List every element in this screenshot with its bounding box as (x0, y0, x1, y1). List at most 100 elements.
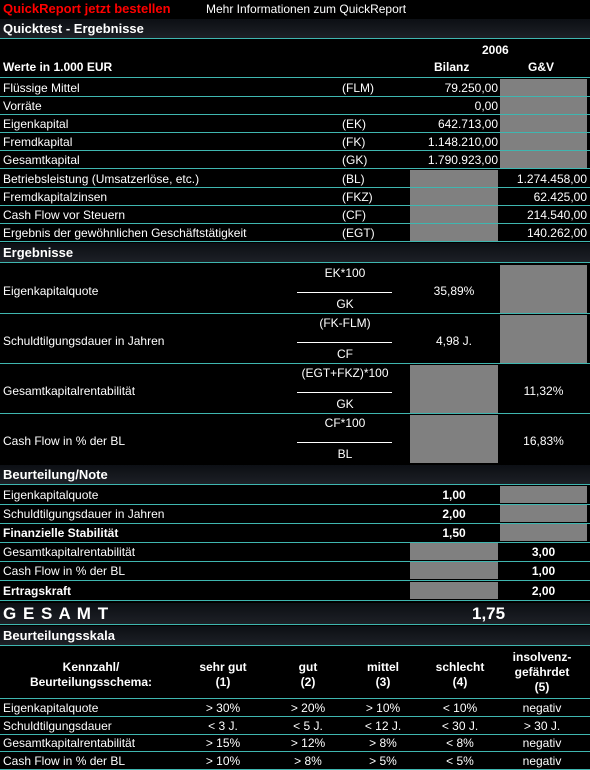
divider (0, 413, 590, 414)
divider (0, 733, 590, 735)
skala-head-label-2: Beurteilungsschema: (29, 675, 153, 689)
empty-cell (500, 79, 587, 96)
qt-guv-value: 140.262,00 (526, 226, 587, 240)
qt-abbr: (EGT) (342, 226, 375, 240)
empty-cell (410, 543, 498, 560)
qt-abbr: (BL) (342, 172, 365, 186)
ratio-label: Cash Flow in % der BL (3, 434, 126, 448)
skala-col-head: (2) (300, 675, 316, 689)
skala-col-head: (4) (452, 675, 468, 689)
ertragskraft-label: Ertragskraft (3, 584, 72, 598)
divider (0, 751, 590, 752)
order-quickreport-link[interactable]: QuickReport jetzt bestellen (3, 1, 171, 16)
qt-label: Vorräte (3, 99, 42, 113)
divider (0, 484, 590, 485)
note-cf-value: 1,00 (531, 564, 556, 578)
ratio-label: Schuldtilgungsdauer in Jahren (3, 334, 165, 348)
formula-fraction-bar (297, 392, 392, 393)
qt-bilanz-value: 1.790.923,00 (427, 153, 498, 167)
qt-abbr: (GK) (342, 153, 368, 167)
empty-cell (500, 97, 587, 114)
qt-bilanz-value: 642.713,00 (437, 117, 498, 131)
skala-value: < 5% (446, 753, 474, 768)
qt-label: Gesamtkapital (3, 153, 80, 167)
empty-cell (410, 188, 498, 205)
formula-denominator: GK (336, 397, 354, 411)
gesamt-row: G E S A M T 1,75 (0, 603, 590, 624)
divider (0, 150, 590, 151)
formula-numerator: (FK-FLM) (319, 316, 371, 330)
skala-col-head: gut (298, 660, 318, 674)
qt-label: Fremdkapital (3, 135, 73, 149)
qt-abbr: (EK) (342, 117, 366, 131)
beurteilung-title: Beurteilung/Note (3, 467, 108, 482)
divider (0, 363, 590, 364)
divider (0, 96, 590, 97)
note-gkr-label: Gesamtkapitalrentabilität (3, 545, 136, 559)
empty-cell (410, 562, 498, 579)
qt-label: Fremdkapitalzinsen (3, 190, 108, 204)
qt-guv-value: 62.425,00 (533, 190, 587, 204)
skala-col-head: (1) (215, 675, 231, 689)
note-ekq-value: 1,00 (442, 488, 466, 502)
divider (0, 132, 590, 133)
skala-value: < 3 J. (208, 718, 238, 733)
skala-value: negativ (522, 701, 562, 715)
empty-cell (500, 151, 587, 168)
divider (0, 504, 590, 505)
qt-label: Cash Flow vor Steuern (3, 208, 126, 222)
qt-abbr: (CF) (342, 208, 366, 222)
skala-col-head: (3) (375, 675, 391, 689)
divider (0, 205, 590, 206)
skala-head-label-1: Kennzahl/ (62, 660, 120, 674)
empty-cell (410, 415, 498, 463)
empty-cell (500, 265, 587, 313)
empty-cell (500, 505, 587, 522)
ergebnisse-title: Ergebnisse (3, 245, 74, 260)
qt-bilanz-value: 1.148.210,00 (427, 135, 498, 149)
divider (0, 523, 590, 524)
skala-col-head: mittel (366, 660, 399, 674)
gesamt-value: 1,75 (472, 604, 506, 623)
skala-header: Beurteilungsskala (0, 626, 590, 645)
formula-fraction-bar (297, 342, 392, 343)
skala-value: > 20% (290, 701, 326, 715)
divider (0, 77, 590, 78)
qt-label: Eigenkapital (3, 117, 69, 131)
divider (0, 241, 590, 242)
skala-col-head: (5) (534, 680, 550, 694)
formula-numerator: (EGT+FKZ)*100 (301, 366, 389, 380)
empty-cell (500, 486, 587, 503)
divider (0, 114, 590, 115)
skala-row-label: Cash Flow in % der BL (3, 753, 126, 768)
finanzielle-stabilitaet-value: 1,50 (442, 526, 466, 540)
empty-cell (410, 206, 498, 223)
divider (0, 645, 590, 646)
skala-col-head: gefährdet (514, 665, 570, 679)
skala-col-head: sehr gut (199, 660, 247, 674)
skala-col-head: schlecht (435, 660, 485, 674)
skala-value: > 30 J. (523, 718, 561, 733)
qt-bilanz-value: 79.250,00 (444, 81, 498, 95)
skala-value: > 10% (205, 753, 241, 768)
skala-value: < 30 J. (441, 718, 479, 733)
divider (0, 768, 590, 770)
skala-title: Beurteilungsskala (3, 628, 115, 643)
divider (0, 580, 590, 581)
units-label: Werte in 1.000 EUR (3, 60, 113, 74)
divider (0, 624, 590, 625)
divider (0, 262, 590, 263)
more-info-link[interactable]: Mehr Informationen zum QuickReport (206, 2, 407, 16)
skala-value: > 5% (369, 753, 397, 768)
divider (0, 698, 590, 699)
divider (0, 313, 590, 314)
qt-label: Flüssige Mittel (3, 81, 80, 95)
note-gkr-value: 3,00 (531, 545, 556, 559)
qt-guv-value: 1.274.458,00 (516, 172, 587, 186)
ratio-guv-value: 11,32% (523, 384, 564, 398)
top-bar: QuickReport jetzt bestellen Mehr Informa… (0, 0, 590, 18)
skala-row-label: Eigenkapitalquote (3, 701, 99, 715)
skala-value: < 8% (446, 736, 474, 750)
skala-value: < 5 J. (293, 718, 323, 733)
skala-value: > 10% (365, 701, 401, 715)
